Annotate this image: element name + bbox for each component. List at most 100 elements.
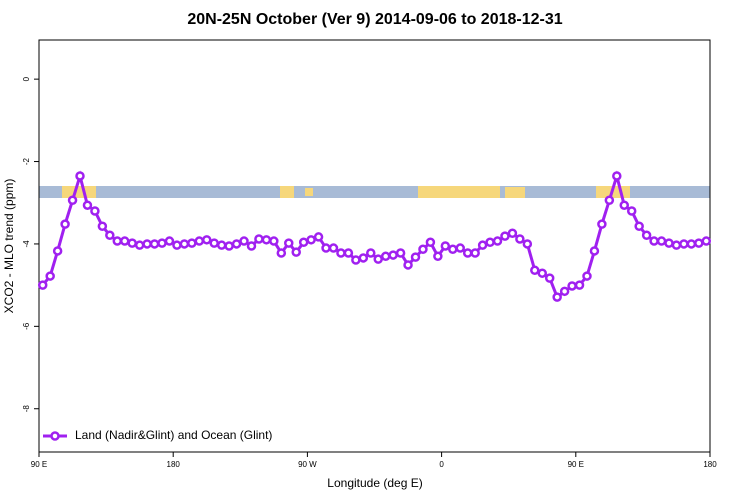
data-point — [492, 236, 503, 246]
data-point — [649, 236, 659, 246]
x-tick-label: 180 — [167, 460, 181, 469]
data-point — [157, 238, 167, 248]
data-point — [589, 246, 600, 256]
data-point — [306, 235, 316, 245]
data-point — [321, 243, 331, 253]
data-point — [544, 273, 555, 283]
data-point — [537, 268, 547, 278]
data-point — [164, 236, 175, 246]
data-point — [470, 248, 480, 258]
data-point — [567, 281, 577, 291]
data-point — [313, 232, 324, 242]
data-point — [254, 234, 264, 244]
data-point — [582, 271, 592, 281]
data-point — [440, 241, 451, 251]
data-point — [239, 236, 249, 246]
data-point — [336, 248, 346, 258]
data-point — [433, 251, 443, 262]
data-point — [202, 235, 212, 245]
data-point — [500, 231, 510, 241]
data-point — [105, 230, 115, 241]
data-point — [37, 280, 48, 290]
chart-title: 20N-25N October (Ver 9) 2014-09-06 to 20… — [187, 11, 562, 28]
data-point — [686, 239, 697, 249]
data-point — [388, 250, 398, 260]
map-strip — [39, 186, 710, 198]
data-point — [515, 234, 525, 244]
x-tick-label: 90 E — [31, 460, 47, 469]
data-point — [530, 265, 540, 276]
data-point — [119, 236, 130, 246]
data-point — [82, 200, 93, 210]
data-point — [485, 237, 495, 248]
data-point — [448, 244, 458, 255]
data-point — [619, 200, 630, 210]
data-point — [67, 195, 78, 206]
data-point — [134, 240, 145, 250]
data-point — [90, 206, 100, 216]
data-point — [187, 238, 197, 248]
data-point — [358, 253, 369, 263]
data-point — [664, 238, 674, 248]
x-axis-label: Longitude (deg E) — [327, 476, 422, 490]
data-point — [52, 246, 63, 256]
data-point — [75, 171, 85, 181]
data-point — [291, 247, 301, 257]
data-point — [507, 228, 518, 238]
data-point — [45, 271, 55, 281]
data-point — [142, 239, 152, 249]
data-point — [641, 230, 652, 241]
data-point — [477, 240, 488, 250]
data-point — [127, 238, 137, 248]
data-point — [246, 241, 257, 251]
data-point — [671, 240, 682, 250]
data-point — [351, 255, 361, 265]
data-point — [366, 248, 376, 258]
data-point — [552, 292, 562, 302]
x-tick-label: 90 E — [568, 460, 584, 469]
data-point — [224, 241, 234, 251]
data-point — [179, 239, 190, 249]
data-point — [626, 206, 637, 216]
data-point — [395, 248, 406, 258]
data-point — [701, 236, 712, 246]
data-point — [373, 254, 383, 264]
data-point — [418, 244, 428, 255]
y-tick-label: -8 — [22, 405, 31, 413]
data-point — [112, 236, 123, 246]
data-point — [284, 238, 294, 248]
x-tick-label: 180 — [703, 460, 717, 469]
data-point — [425, 237, 436, 248]
y-tick-label: -2 — [22, 157, 31, 165]
legend-label: Land (Nadir&Glint) and Ocean (Glint) — [75, 428, 272, 442]
x-tick-label: 0 — [439, 460, 444, 469]
data-point — [656, 236, 667, 246]
data-point — [60, 219, 70, 229]
data-point — [328, 243, 339, 253]
data-point — [276, 248, 287, 258]
data-point — [149, 239, 160, 249]
data-point — [97, 221, 108, 231]
data-point — [455, 243, 465, 253]
data-point — [380, 251, 391, 262]
x-tick-label: 90 W — [298, 460, 317, 469]
data-point — [634, 221, 644, 231]
data-point — [694, 238, 704, 248]
data-point — [574, 280, 585, 290]
data-point — [410, 252, 421, 262]
data-point — [403, 260, 413, 270]
data-point — [597, 219, 607, 229]
data-point — [559, 286, 570, 297]
legend-marker — [50, 431, 60, 441]
y-axis-label: XCO2 - MLO trend (ppm) — [2, 179, 16, 314]
data-point — [343, 248, 354, 258]
plot-frame — [38, 39, 711, 453]
data-point — [522, 239, 533, 249]
data-point — [216, 240, 227, 250]
y-tick-label: -6 — [22, 322, 31, 330]
data-point — [172, 240, 182, 250]
data-point — [462, 248, 473, 258]
data-point — [604, 195, 615, 206]
data-point — [679, 239, 689, 249]
